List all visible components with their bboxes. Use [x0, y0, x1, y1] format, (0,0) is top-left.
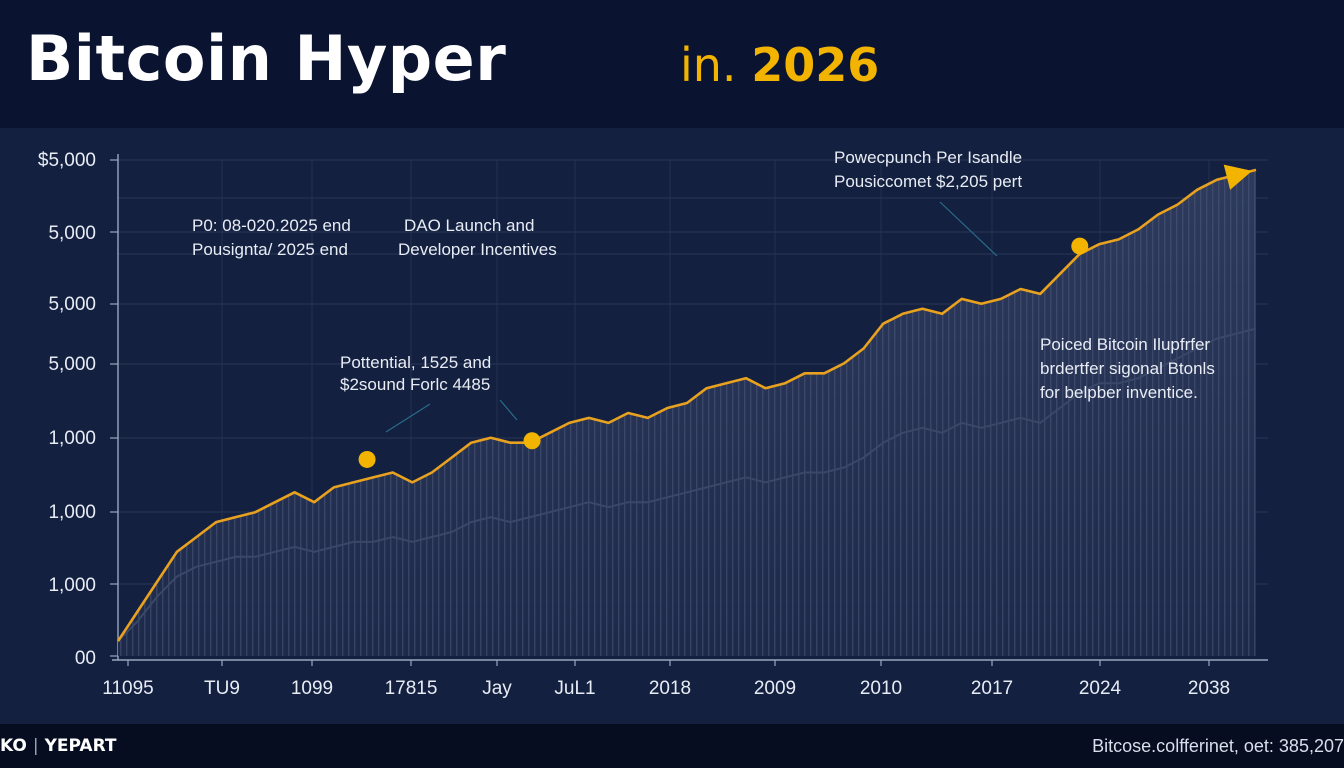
annotation-text: Pottential, 1525 and — [340, 353, 491, 372]
annotation-text: $2sound Forlc 4485 — [340, 375, 490, 394]
header-banner: Bitcoin Hyper in. 2026 — [0, 0, 1344, 128]
chart-title: Bitcoin Hyper — [26, 22, 507, 95]
subtitle-prefix: in. — [680, 38, 737, 92]
source-credit: Bitcose.colfferinet, oet: 385,207 — [1092, 736, 1344, 756]
y-axis-ticks: $5,000 5,000 5,000 5,000 1,000 1,000 1,0… — [38, 150, 96, 669]
x-axis-ticks: 11095 TU9 1099 17815 Jay JuL1 2018 2009 … — [102, 678, 1230, 699]
x-tick-label: 2018 — [649, 678, 691, 699]
brand-mark: KO — [0, 736, 27, 756]
annotation-text: Pousiccomet $2,205 pert — [834, 172, 1022, 191]
data-marker — [358, 450, 376, 468]
y-tick-label: 1,000 — [48, 502, 96, 523]
annotation-leader — [499, 399, 518, 421]
chart-subtitle: in. 2026 — [680, 38, 879, 92]
x-tick-label: TU9 — [204, 678, 240, 699]
series-line-main — [116, 168, 1257, 642]
annotation-leader — [939, 201, 998, 257]
brand-separator: | — [32, 736, 39, 756]
x-tick-label: Jay — [482, 678, 512, 699]
brand-name: YEPART — [44, 736, 117, 756]
x-tick-label: 2017 — [971, 678, 1013, 699]
annotation-text: Developer Incentives — [398, 240, 557, 259]
y-tick-label: 1,000 — [48, 575, 96, 596]
x-tick-label: 2009 — [754, 678, 796, 699]
data-marker — [523, 432, 541, 450]
chart-area: $5,000 5,000 5,000 5,000 1,000 1,000 1,0… — [0, 128, 1344, 724]
annotation-text: P0: 08-020.2025 end — [192, 216, 351, 235]
annotation-text: for belpber inventice. — [1040, 383, 1198, 402]
annotation-text: Pousignta/ 2025 end — [192, 240, 348, 259]
x-tick-label: 17815 — [385, 678, 438, 699]
y-tick-label: 1,000 — [48, 428, 96, 449]
x-tick-label: JuL1 — [554, 678, 595, 699]
y-tick-label: $5,000 — [38, 150, 96, 171]
subtitle-year: 2026 — [751, 38, 880, 92]
x-tick-label: 2010 — [860, 678, 902, 699]
series-line-secondary — [117, 327, 1257, 642]
y-tick-label: 5,000 — [48, 223, 96, 244]
x-tick-label: 11095 — [102, 678, 153, 699]
brand-logo: KO | YEPART — [0, 736, 117, 756]
x-tick-label: 2038 — [1188, 678, 1230, 699]
trend-arrow-icon — [1223, 164, 1253, 190]
annotation-text: Poiced Bitcoin Ilupfrfer — [1040, 335, 1210, 354]
annotation-text: DAO Launch and — [404, 216, 534, 235]
x-tick-label: 2024 — [1079, 678, 1122, 699]
y-tick-label: 00 — [75, 648, 96, 669]
y-tick-label: 5,000 — [48, 354, 96, 375]
annotation-leader — [385, 403, 431, 433]
y-tick-label: 5,000 — [48, 294, 96, 315]
annotations: P0: 08-020.2025 end Pousignta/ 2025 end … — [192, 148, 1215, 433]
area-stripes — [118, 169, 1256, 656]
annotation-text: brdertfer sigonal Btonls — [1040, 359, 1215, 378]
annotation-text: Powecpunch Per Isandle — [834, 148, 1022, 167]
plot-area — [116, 164, 1257, 656]
data-marker — [1071, 237, 1089, 255]
x-tick-label: 1099 — [291, 678, 333, 699]
price-chart: $5,000 5,000 5,000 5,000 1,000 1,000 1,0… — [38, 148, 1268, 699]
footer: KO | YEPART Bitcose.colfferinet, oet: 385,… — [0, 724, 1344, 768]
